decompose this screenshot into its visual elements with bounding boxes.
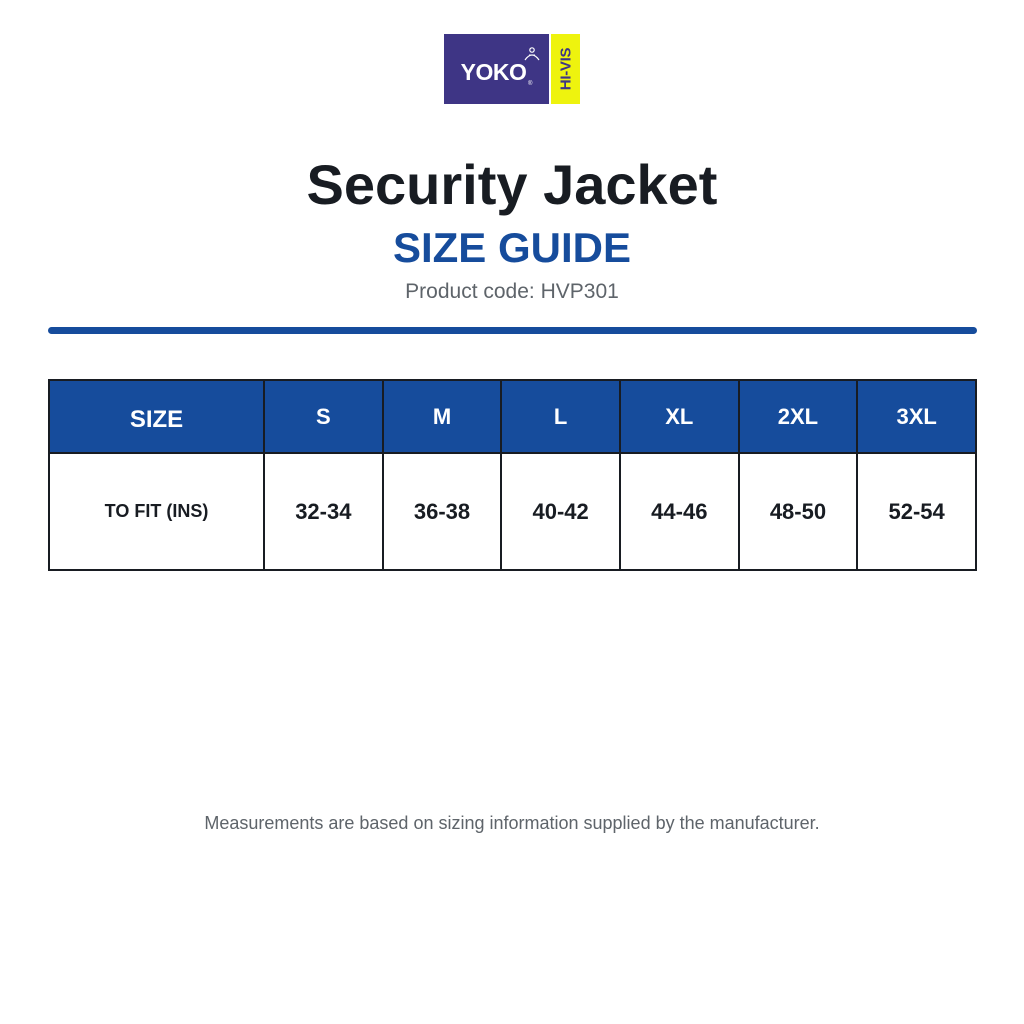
fit-value-cell: 44-46 bbox=[618, 452, 740, 571]
size-header-cell: XL bbox=[618, 379, 740, 454]
fit-value-cell: 40-42 bbox=[500, 452, 621, 571]
size-header-cell: L bbox=[500, 379, 621, 454]
logo-wordmark: YOKO bbox=[460, 58, 527, 85]
fit-value-cell: 48-50 bbox=[737, 452, 859, 571]
logo-tagline: HI-VIS bbox=[557, 47, 574, 91]
size-header-label: SIZE bbox=[48, 379, 265, 454]
table-row: TO FIT (INS) 32-34 36-38 40-42 44-46 48-… bbox=[48, 452, 977, 571]
size-header-cell: S bbox=[263, 379, 384, 454]
size-table: SIZE S M L XL 2XL 3XL TO FIT (INS) 32-34… bbox=[48, 379, 977, 571]
fit-value-cell: 32-34 bbox=[263, 452, 384, 571]
page-subtitle: SIZE GUIDE bbox=[392, 224, 632, 271]
divider-line bbox=[48, 327, 977, 334]
product-code: Product code: HVP301 bbox=[405, 280, 619, 303]
size-header-cell: 3XL bbox=[856, 379, 977, 454]
size-header-cell: 2XL bbox=[737, 379, 859, 454]
page-title: Security Jacket bbox=[306, 153, 718, 216]
size-header-row: SIZE S M L XL 2XL 3XL bbox=[48, 379, 977, 454]
worker-figure-icon bbox=[524, 47, 540, 61]
fit-value-cell: 36-38 bbox=[381, 452, 503, 571]
logo-main-panel: YOKO ® bbox=[444, 34, 549, 104]
row-label: TO FIT (INS) bbox=[48, 452, 265, 571]
footnote: Measurements are based on sizing informa… bbox=[204, 813, 820, 833]
logo-side-panel: HI-VIS bbox=[549, 34, 580, 104]
fit-value-cell: 52-54 bbox=[856, 452, 977, 571]
registered-mark-icon: ® bbox=[528, 81, 533, 87]
brand-logo: YOKO ® HI-VIS bbox=[444, 34, 580, 104]
size-header-cell: M bbox=[381, 379, 503, 454]
